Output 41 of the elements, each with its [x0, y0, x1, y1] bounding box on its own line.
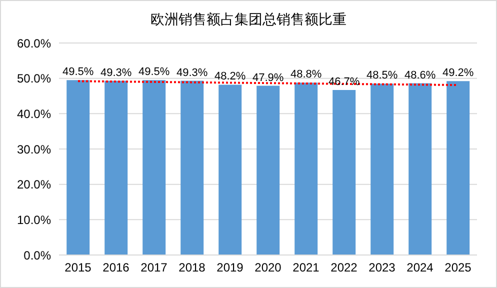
x-tick-label: 2025: [444, 260, 472, 275]
data-label: 48.6%: [404, 69, 436, 82]
x-tick-label: 2021: [292, 260, 320, 275]
y-tick-label: 40.0%: [16, 106, 52, 121]
data-label: 46.7%: [328, 76, 360, 88]
bar: [104, 80, 128, 255]
x-tick-label: 2015: [64, 260, 92, 275]
data-label: 49.3%: [100, 66, 132, 79]
bar: [332, 90, 356, 255]
x-tick-label: 2024: [406, 260, 434, 275]
bar: [256, 86, 280, 255]
y-tick-label: 0.0%: [24, 248, 52, 262]
data-label: 48.5%: [366, 70, 398, 82]
x-tick-label: 2020: [254, 260, 282, 275]
bar: [294, 82, 318, 255]
y-tick-label: 50.0%: [16, 72, 52, 86]
data-label: 47.9%: [252, 72, 284, 84]
x-tick-label: 2019: [216, 260, 244, 275]
y-tick-label: 30.0%: [16, 142, 52, 156]
bar: [218, 84, 242, 255]
x-tick-label: 2022: [330, 260, 358, 275]
x-tick-label: 2017: [140, 260, 168, 275]
bar: [142, 80, 166, 255]
y-tick-label: 20.0%: [16, 178, 52, 192]
data-label: 49.2%: [442, 67, 474, 80]
data-label: 48.2%: [214, 70, 246, 83]
bar: [408, 83, 432, 255]
data-label: 48.8%: [290, 68, 322, 81]
bar: [180, 80, 204, 255]
x-tick-label: 2023: [368, 260, 396, 275]
bar: [446, 81, 470, 255]
chart-title: 欧洲销售额占集团总销售额比重: [150, 11, 348, 29]
bar: [370, 84, 394, 255]
bar: [66, 80, 90, 255]
y-tick-label: 10.0%: [16, 212, 52, 227]
data-label: 49.5%: [138, 66, 170, 78]
data-label: 49.5%: [62, 66, 94, 78]
y-tick-label: 60.0%: [16, 36, 52, 50]
x-tick-label: 2016: [102, 260, 130, 275]
data-label: 49.3%: [176, 66, 208, 79]
x-tick-label: 2018: [178, 260, 206, 275]
